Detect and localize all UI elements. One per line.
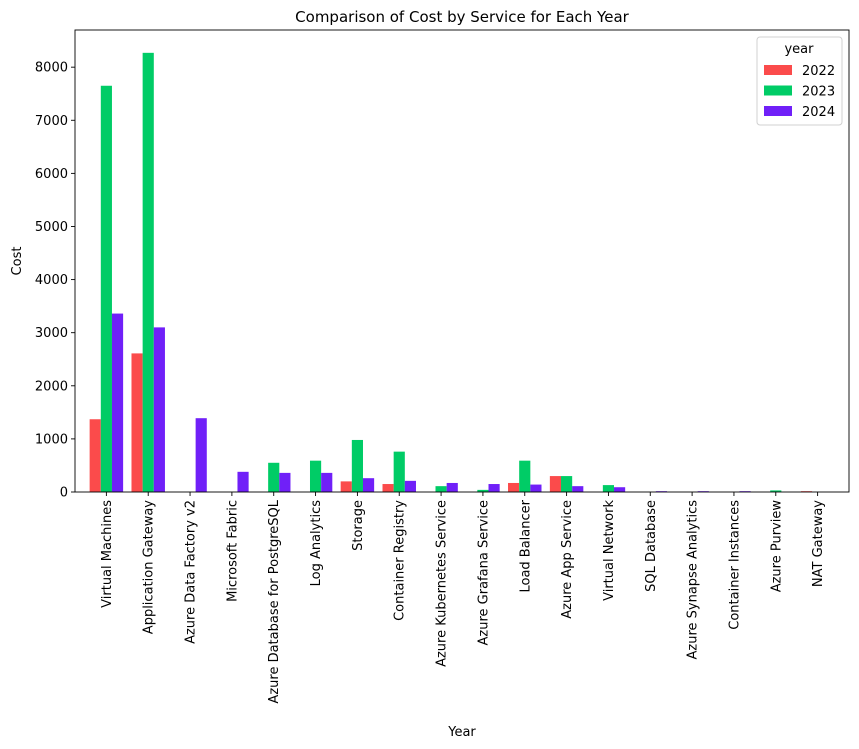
bar-2023-12 (561, 476, 573, 492)
y-axis-title: Cost (10, 247, 25, 276)
legend-label-2023: 2023 (802, 85, 835, 100)
legend[interactable]: year 2022 2023 2024 (756, 36, 843, 126)
bar-2024-11 (530, 484, 542, 492)
x-tick-label: Azure Purview (769, 500, 784, 593)
bar-2024-7 (362, 478, 375, 492)
x-tick-label: Azure App Service (560, 500, 575, 619)
chart-title: Comparison of Cost by Service for Each Y… (295, 8, 629, 26)
bar-2024-3 (195, 418, 207, 492)
x-tick-label: Azure Synapse Analytics (686, 500, 701, 660)
x-axis-title: Year (447, 725, 476, 740)
bar-2024-12 (572, 486, 584, 492)
bar-2023-5 (268, 462, 280, 492)
bar-2024-13 (614, 487, 626, 492)
y-tick-label: 8000 (35, 61, 68, 76)
legend-label-2024: 2024 (802, 105, 835, 120)
legend-box (756, 36, 843, 126)
x-tick-label: NAT Gateway (811, 500, 826, 587)
x-axis: Virtual Machines Application Gateway Azure… (100, 492, 826, 704)
x-tick-label: Container Instances (727, 500, 742, 630)
x-tick-label: Azure Grafana Service (476, 500, 491, 645)
bar-2023-7 (351, 439, 363, 492)
bar-2023-17 (770, 490, 782, 492)
plot-frame (74, 29, 850, 493)
x-tick-label: Storage (351, 500, 366, 551)
x-tick-label: Microsoft Fabric (225, 500, 240, 602)
x-tick-label: Azure Database for PostgreSQL (267, 499, 282, 703)
y-tick-label: 4000 (35, 273, 68, 288)
y-tick-label: 3000 (35, 326, 68, 341)
bar-2023-6 (309, 460, 322, 492)
bar-2024-9 (446, 482, 458, 492)
x-tick-label: Virtual Machines (100, 500, 115, 608)
y-tick-label: 2000 (35, 379, 68, 394)
x-tick-label: SQL Database (644, 500, 659, 592)
legend-label-2022: 2022 (802, 64, 835, 79)
bar-2023-10 (477, 489, 489, 492)
bar-2022-12 (549, 476, 562, 492)
bar-2022-11 (508, 482, 520, 492)
bar-2023-1 (100, 85, 112, 492)
bar-2022-2 (131, 353, 143, 492)
bar-2024-8 (404, 480, 416, 492)
legend-swatch-2024 (764, 106, 792, 116)
x-tick-label: Application Gateway (142, 500, 157, 635)
legend-title: year (784, 42, 814, 57)
x-tick-label: Container Registry (393, 500, 408, 621)
bar-2024-5 (279, 472, 291, 492)
y-axis: 0 1000 2000 3000 4000 5000 6000 7000 8000 (35, 61, 75, 501)
bar-2024-4 (237, 471, 249, 492)
bar-2022-8 (382, 484, 394, 492)
x-tick-label: Log Analytics (309, 500, 324, 587)
legend-swatch-2023 (764, 85, 792, 96)
legend-swatch-2022 (764, 65, 792, 75)
y-tick-label: 5000 (35, 220, 68, 235)
bars-group (89, 52, 813, 492)
bar-2022-1 (89, 419, 101, 492)
bar-2024-10 (488, 484, 500, 492)
legend-entries: 2022 2023 2024 (764, 64, 835, 120)
y-tick-label: 7000 (35, 114, 68, 129)
bar-2023-11 (519, 460, 531, 492)
y-tick-label: 6000 (35, 167, 68, 182)
x-tick-label: Azure Kubernetes Service (435, 500, 450, 667)
bar-2024-1 (111, 313, 124, 492)
bar-2024-2 (153, 327, 165, 492)
bar-2023-8 (393, 451, 405, 492)
x-tick-label: Load Balancer (518, 499, 533, 592)
bar-2024-6 (321, 472, 333, 492)
x-tick-label: Azure Data Factory v2 (184, 500, 199, 644)
bar-2023-2 (142, 52, 154, 492)
y-tick-label: 0 (60, 486, 68, 501)
y-tick-label: 1000 (35, 432, 68, 447)
bar-2023-13 (602, 485, 615, 492)
bar-2023-9 (435, 486, 447, 492)
x-tick-label: Virtual Network (602, 500, 617, 601)
bar-2022-7 (340, 481, 352, 492)
